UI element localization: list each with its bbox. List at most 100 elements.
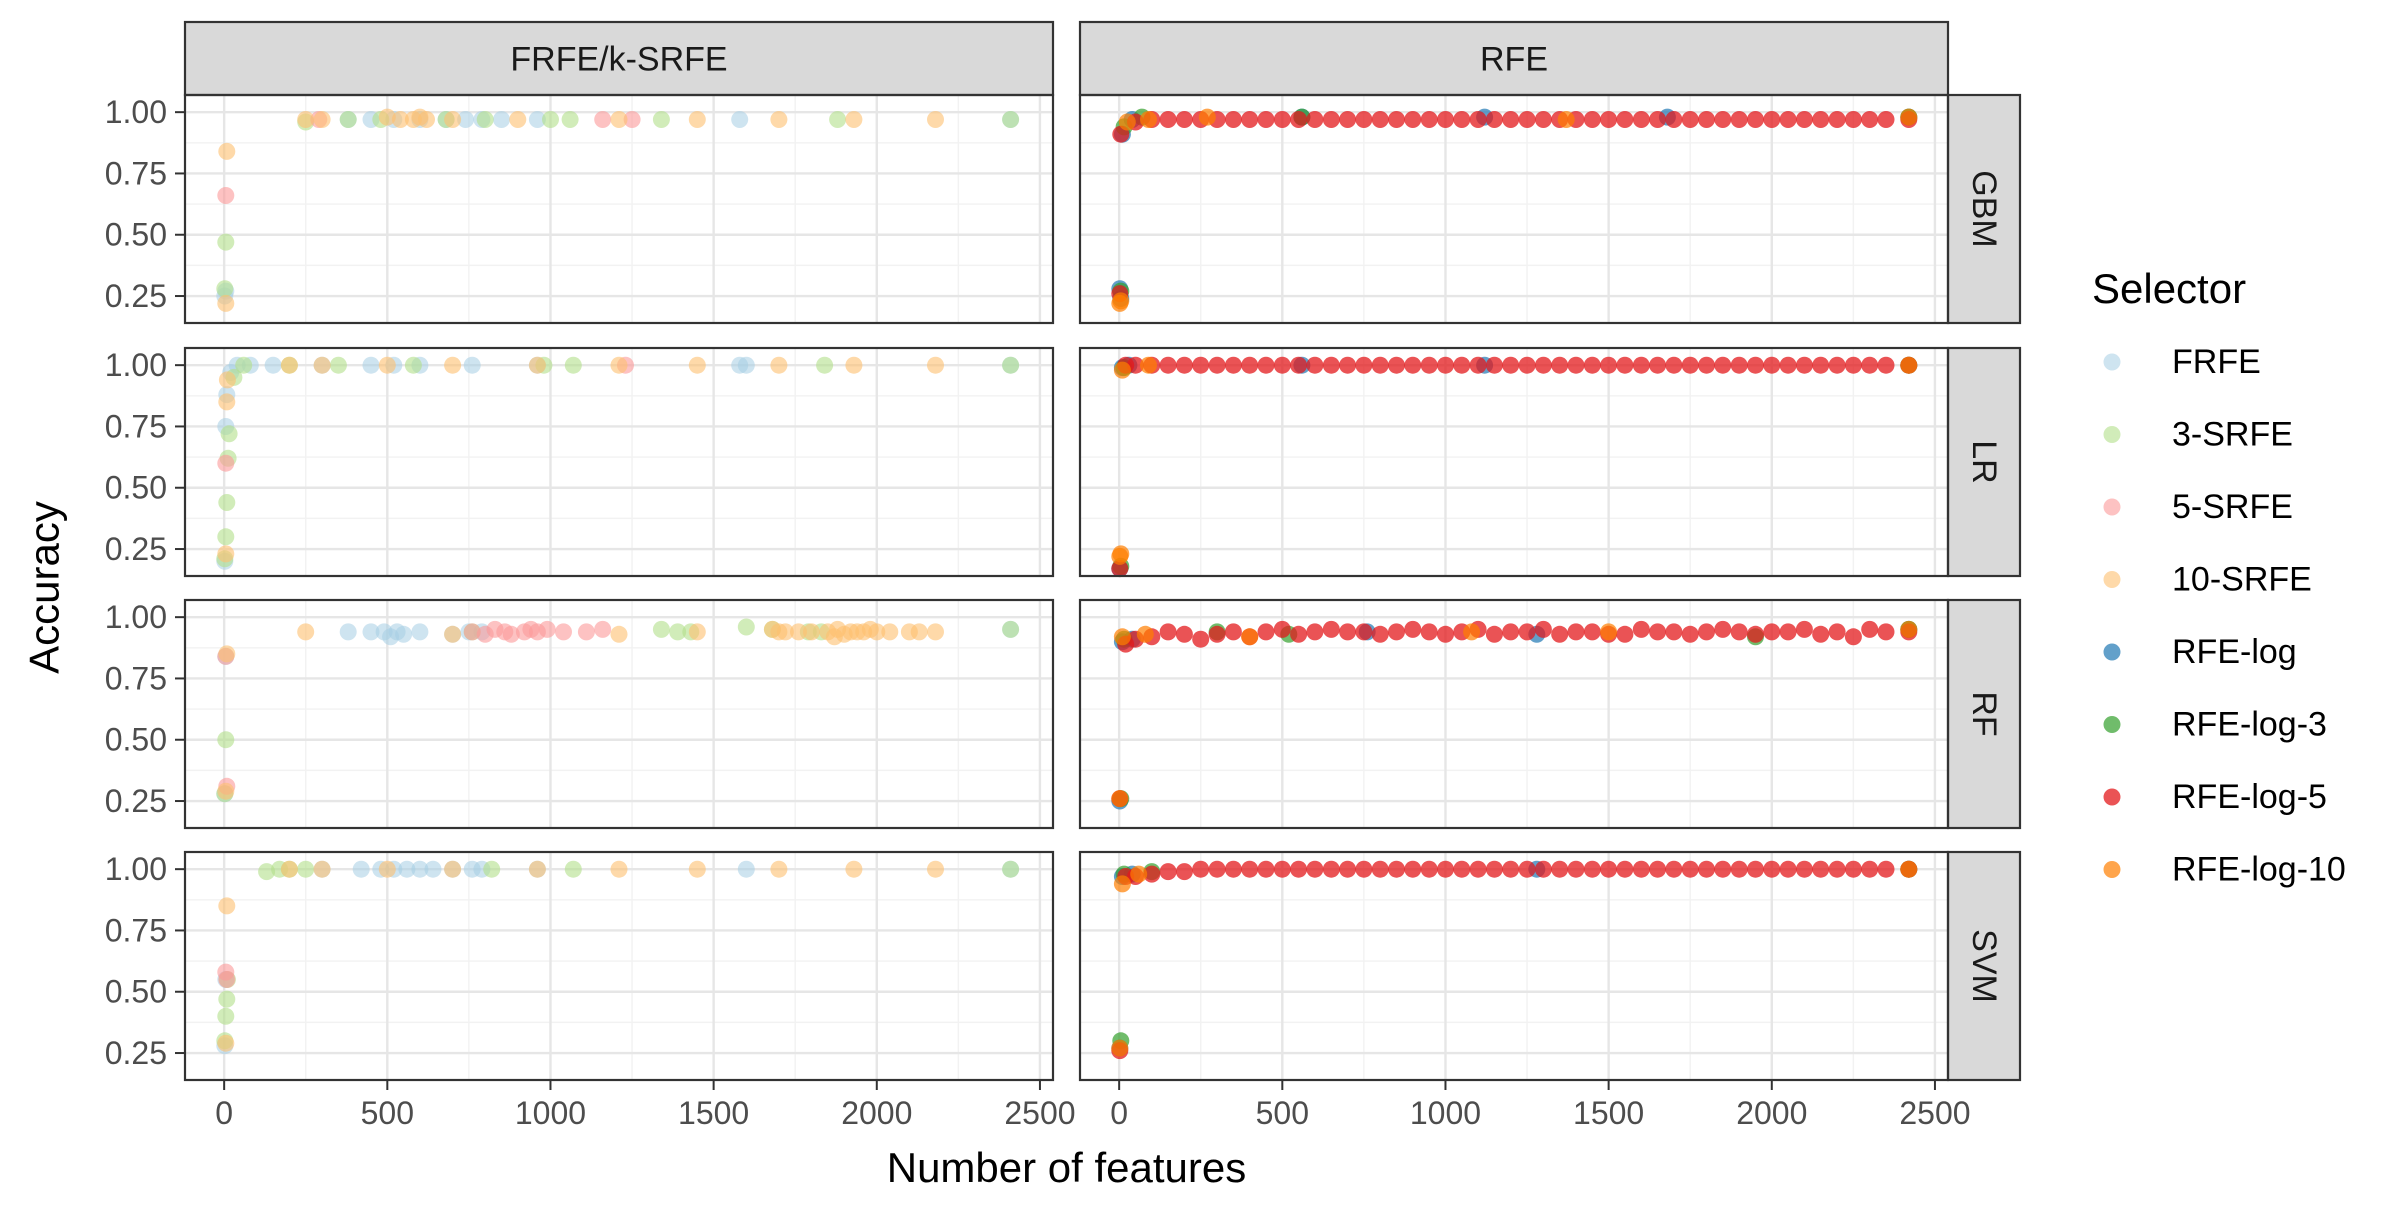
data-point	[1420, 111, 1438, 128]
data-point	[845, 111, 863, 128]
data-point	[542, 111, 559, 128]
data-point	[218, 142, 236, 160]
data-point	[577, 623, 595, 641]
data-point	[1485, 860, 1503, 878]
data-point	[1900, 860, 1918, 878]
y-axis-title: Accuracy	[21, 501, 68, 674]
data-point	[1861, 620, 1879, 638]
data-point	[737, 618, 755, 636]
data-point	[1257, 623, 1275, 641]
data-point	[1649, 356, 1667, 374]
data-point	[217, 1007, 235, 1025]
data-point	[1583, 860, 1601, 878]
data-point	[1111, 560, 1129, 578]
data-point	[1192, 630, 1210, 648]
data-point	[1861, 860, 1879, 878]
data-point	[1747, 356, 1764, 374]
data-point	[1355, 860, 1373, 878]
data-point	[313, 860, 331, 878]
data-point	[1469, 860, 1487, 878]
data-point	[1534, 111, 1552, 128]
data-point	[528, 860, 546, 878]
data-point	[1747, 111, 1764, 128]
data-point	[1339, 356, 1357, 374]
data-point	[927, 111, 944, 128]
data-point	[1828, 111, 1846, 128]
data-point	[1812, 111, 1830, 128]
data-point	[1877, 860, 1895, 878]
data-point	[1113, 875, 1131, 893]
data-point	[829, 111, 847, 128]
data-point	[1112, 292, 1130, 310]
data-point	[1779, 356, 1797, 374]
data-point	[927, 860, 944, 878]
data-point	[217, 731, 235, 749]
data-point	[218, 645, 236, 663]
legend-label: 5-SRFE	[2172, 488, 2293, 526]
data-point	[1812, 356, 1830, 374]
legend-key	[2103, 788, 2121, 806]
legend-label: RFE-log-5	[2172, 778, 2327, 816]
data-point	[1698, 111, 1715, 128]
data-point	[927, 356, 944, 374]
data-point	[1747, 625, 1764, 643]
legend-key	[2103, 643, 2121, 661]
data-point	[1795, 620, 1813, 638]
data-point	[1469, 356, 1487, 374]
x-tick-label: 0	[215, 1095, 233, 1131]
data-point	[1437, 625, 1454, 643]
data-point	[1306, 623, 1324, 641]
data-point	[1208, 860, 1226, 878]
data-point	[1290, 860, 1308, 878]
data-point	[1600, 860, 1618, 878]
data-point	[1844, 111, 1862, 128]
facet-strip-column-label: RFE	[1480, 41, 1548, 79]
data-point	[776, 623, 794, 641]
data-point	[1273, 356, 1291, 374]
data-point	[1649, 623, 1667, 641]
data-point	[1322, 860, 1340, 878]
y-tick-label: 1.00	[105, 599, 167, 635]
data-point	[652, 620, 670, 638]
legend-label: RFE-log	[2172, 633, 2297, 671]
data-point	[1453, 860, 1471, 878]
panel-background	[185, 348, 1053, 576]
y-tick-label: 0.50	[105, 217, 167, 253]
data-point	[1241, 628, 1259, 646]
data-point	[220, 425, 238, 443]
data-point	[1600, 111, 1618, 128]
facet-strip-column	[183, 20, 1055, 97]
data-point	[1632, 620, 1650, 638]
data-point	[217, 233, 235, 251]
data-point	[1900, 620, 1918, 638]
data-point	[1273, 111, 1291, 128]
series-rfe-log-10	[1111, 108, 1918, 1057]
data-point	[1616, 356, 1634, 374]
data-point	[1463, 623, 1481, 641]
legend-key	[2103, 716, 2121, 733]
data-point	[1763, 623, 1781, 641]
data-point	[463, 356, 481, 374]
data-point	[378, 356, 396, 374]
data-point	[927, 623, 944, 641]
data-point	[1127, 356, 1144, 374]
data-point	[218, 990, 236, 1008]
data-point	[216, 280, 234, 298]
data-point	[1877, 623, 1895, 641]
data-point	[1730, 356, 1748, 374]
data-point	[1002, 860, 1020, 878]
data-point	[1567, 623, 1585, 641]
data-point	[1861, 111, 1879, 128]
data-point	[509, 111, 527, 128]
data-point	[1175, 356, 1193, 374]
data-point	[1828, 356, 1846, 374]
data-point	[564, 860, 582, 878]
data-point	[1192, 860, 1210, 878]
data-point	[218, 371, 236, 389]
x-tick-label: 1000	[515, 1095, 586, 1131]
y-tick-label: 0.75	[105, 155, 167, 191]
panel-borders	[183, 93, 1950, 1082]
data-point	[1534, 860, 1552, 878]
data-point	[816, 356, 834, 374]
